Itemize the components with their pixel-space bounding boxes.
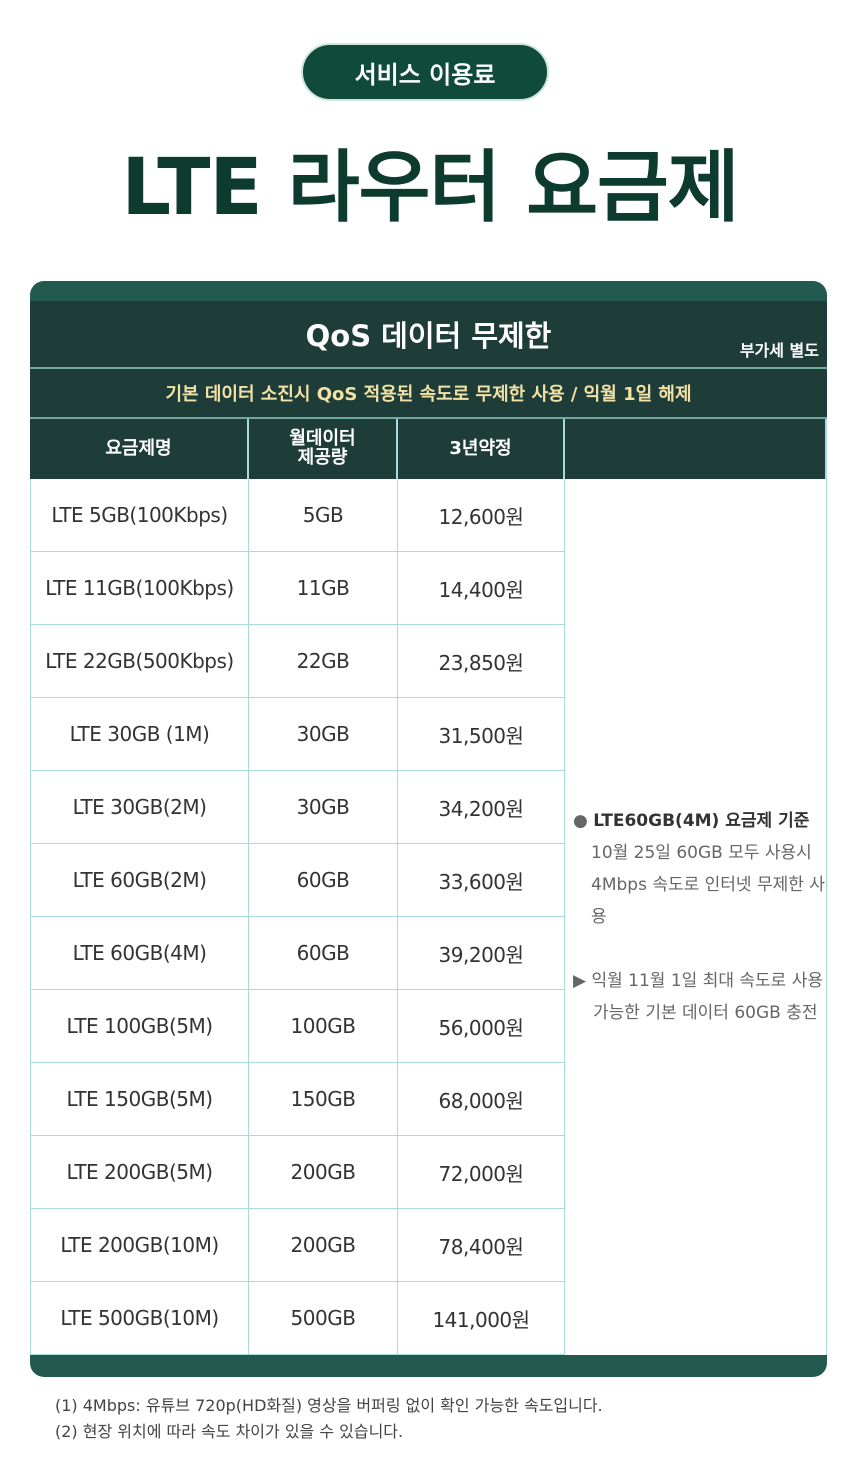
column-header-plan: 요금제명	[30, 419, 249, 479]
plan-name-cell: LTE 11GB(100Kbps)	[30, 552, 249, 625]
vat-note: 부가세 별도	[739, 341, 819, 360]
bullet-dot-icon: ●	[573, 811, 594, 831]
plan-name-cell: LTE 200GB(5M)	[30, 1136, 249, 1209]
price-cell: 56,000원	[398, 990, 565, 1063]
note-bullet-1-title: LTE60GB(4M) 요금제 기준	[593, 811, 810, 831]
plan-name-cell: LTE 60GB(2M)	[30, 844, 249, 917]
note-bullet-2: ▶ 익월 11월 1일 최대 속도로 사용 가능한 기본 데이터 60GB 충전	[573, 965, 826, 1029]
column-header-data: 월데이터 제공량	[249, 419, 398, 479]
data-amount-cell: 60GB	[249, 844, 398, 917]
table-header: QoS 데이터 무제한 부가세 별도	[30, 301, 827, 367]
plan-name-cell: LTE 5GB(100Kbps)	[30, 479, 249, 552]
price-cell: 12,600원	[398, 479, 565, 552]
service-fee-badge: 서비스 이용료	[301, 43, 549, 101]
column-header-data-line: 월데이터	[289, 428, 356, 450]
price-cell: 33,600원	[398, 844, 565, 917]
plan-name-cell: LTE 500GB(10M)	[30, 1282, 249, 1355]
plan-name-cell: LTE 22GB(500Kbps)	[30, 625, 249, 698]
column-header-data-label: 월데이터 제공량	[289, 428, 356, 468]
data-amount-cell: 30GB	[249, 771, 398, 844]
data-amount-cell: 30GB	[249, 698, 398, 771]
data-amount-cell: 5GB	[249, 479, 398, 552]
price-cell: 141,000원	[398, 1282, 565, 1355]
table-title: QoS 데이터 무제한	[305, 319, 552, 353]
plan-name-cell: LTE 100GB(5M)	[30, 990, 249, 1063]
plan-table: QoS 데이터 무제한 부가세 별도 기본 데이터 소진시 QoS 적용된 속도…	[30, 281, 827, 1377]
data-amount-cell: 150GB	[249, 1063, 398, 1136]
data-amount-cell: 200GB	[249, 1136, 398, 1209]
triangle-right-icon: ▶	[573, 971, 592, 991]
data-amount-cell: 100GB	[249, 990, 398, 1063]
plan-name-cell: LTE 200GB(10M)	[30, 1209, 249, 1282]
note-bullet-1-body: 10월 25일 60GB 모두 사용시 4Mbps 속도로 인터넷 무제한 사용	[591, 843, 825, 927]
price-cell: 31,500원	[398, 698, 565, 771]
plan-note: ● LTE60GB(4M) 요금제 기준 10월 25일 60GB 모두 사용시…	[565, 479, 827, 1355]
price-cell: 72,000원	[398, 1136, 565, 1209]
note-bullet-1: ● LTE60GB(4M) 요금제 기준	[573, 805, 826, 837]
plan-grid: 요금제명 월데이터 제공량 3년약정 LTE 5GB(100Kbps) 5GB 12,…	[30, 419, 827, 1355]
note-bullet-2-text: 익월 11월 1일 최대 속도로 사용 가능한 기본 데이터 60GB 충전	[591, 971, 823, 1023]
page-title: LTE 라우터 요금제	[121, 143, 739, 233]
table-bottom-cap	[30, 1355, 827, 1377]
price-cell: 39,200원	[398, 917, 565, 990]
column-header-data-line: 제공량	[297, 447, 348, 468]
plan-name-cell: LTE 60GB(4M)	[30, 917, 249, 990]
data-amount-cell: 200GB	[249, 1209, 398, 1282]
data-amount-cell: 22GB	[249, 625, 398, 698]
plan-name-cell: LTE 30GB(2M)	[30, 771, 249, 844]
price-cell: 14,400원	[398, 552, 565, 625]
price-cell: 78,400원	[398, 1209, 565, 1282]
plan-name-cell: LTE 30GB (1M)	[30, 698, 249, 771]
footnote-2: (2) 현장 위치에 따라 속도 차이가 있을 수 있습니다.	[55, 1422, 404, 1441]
data-amount-cell: 500GB	[249, 1282, 398, 1355]
table-top-cap	[30, 281, 827, 301]
table-subheader: 기본 데이터 소진시 QoS 적용된 속도로 무제한 사용 / 익월 1일 해제	[30, 367, 827, 419]
footnote-1: (1) 4Mbps: 유튜브 720p(HD화질) 영상을 버퍼링 없이 확인 …	[55, 1396, 603, 1415]
footnotes: (1) 4Mbps: 유튜브 720p(HD화질) 영상을 버퍼링 없이 확인 …	[55, 1393, 603, 1445]
price-cell: 34,200원	[398, 771, 565, 844]
column-header-price: 3년약정	[398, 419, 565, 479]
data-amount-cell: 11GB	[249, 552, 398, 625]
data-amount-cell: 60GB	[249, 917, 398, 990]
price-cell: 68,000원	[398, 1063, 565, 1136]
column-header-note	[565, 419, 827, 479]
plan-name-cell: LTE 150GB(5M)	[30, 1063, 249, 1136]
price-cell: 23,850원	[398, 625, 565, 698]
